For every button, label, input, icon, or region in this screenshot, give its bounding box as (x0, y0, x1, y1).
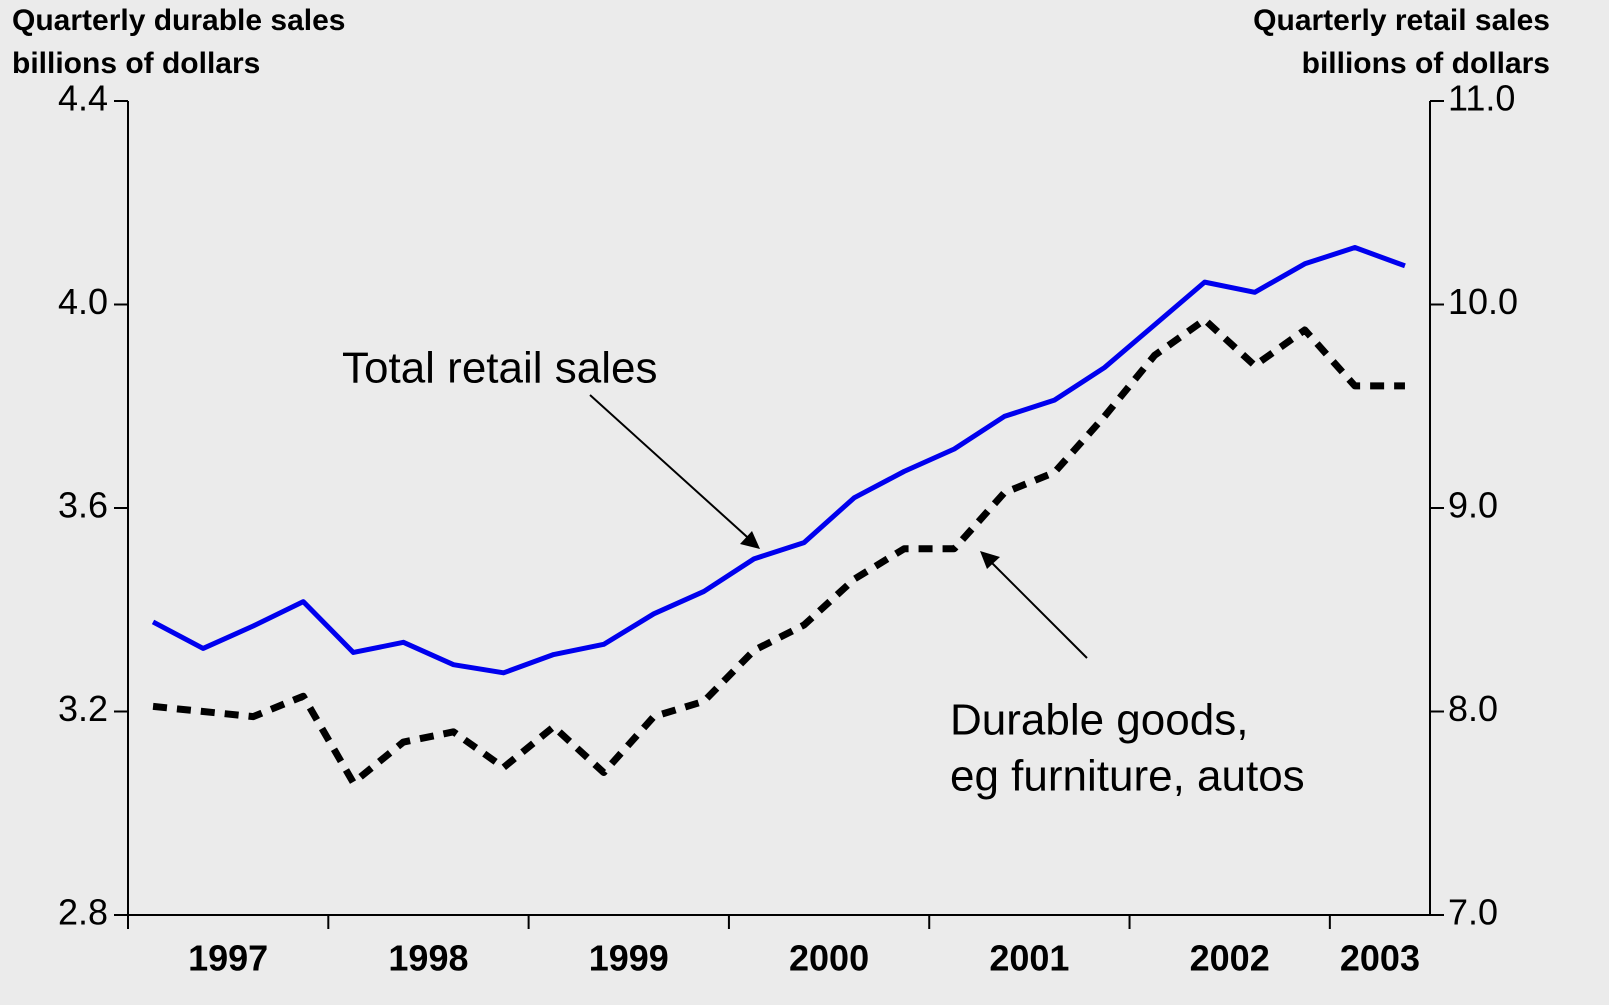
x-tick-label: 2000 (789, 938, 869, 979)
x-tick-label: 2002 (1190, 938, 1270, 979)
y-tick-label: 4.4 (58, 78, 108, 119)
y2-tick-label: 10.0 (1448, 281, 1518, 322)
annotation: Durable goods, (950, 696, 1248, 745)
x-tick-label: 2001 (989, 938, 1069, 979)
y-tick-label: 3.2 (58, 688, 108, 729)
x-tick-label: 1997 (188, 938, 268, 979)
y-title: billions of dollars (12, 47, 260, 80)
y-tick-label: 3.6 (58, 485, 108, 526)
y2-tick-label: 8.0 (1448, 688, 1498, 729)
x-tick-label: 1999 (589, 938, 669, 979)
y2-title: Quarterly retail sales (1253, 4, 1550, 37)
annotation: Total retail sales (342, 344, 657, 393)
line-series (152, 316, 1405, 787)
y2-tick-label: 7.0 (1448, 892, 1498, 933)
y2-title: billions of dollars (1302, 47, 1550, 80)
x-tick-label: 1998 (388, 938, 468, 979)
arrowhead (740, 531, 760, 549)
annotation: eg furniture, autos (950, 752, 1305, 801)
line-series (151, 245, 1406, 676)
arrow (984, 555, 1088, 659)
arrowhead (980, 551, 1000, 569)
y-tick-label: 2.8 (58, 892, 108, 933)
y2-tick-label: 11.0 (1448, 78, 1515, 119)
y-tick-label: 4.0 (58, 281, 108, 322)
x-tick-label: 2003 (1340, 938, 1420, 979)
y2-tick-label: 9.0 (1448, 485, 1498, 526)
y-title: Quarterly durable sales (12, 4, 346, 37)
arrow (589, 394, 757, 546)
